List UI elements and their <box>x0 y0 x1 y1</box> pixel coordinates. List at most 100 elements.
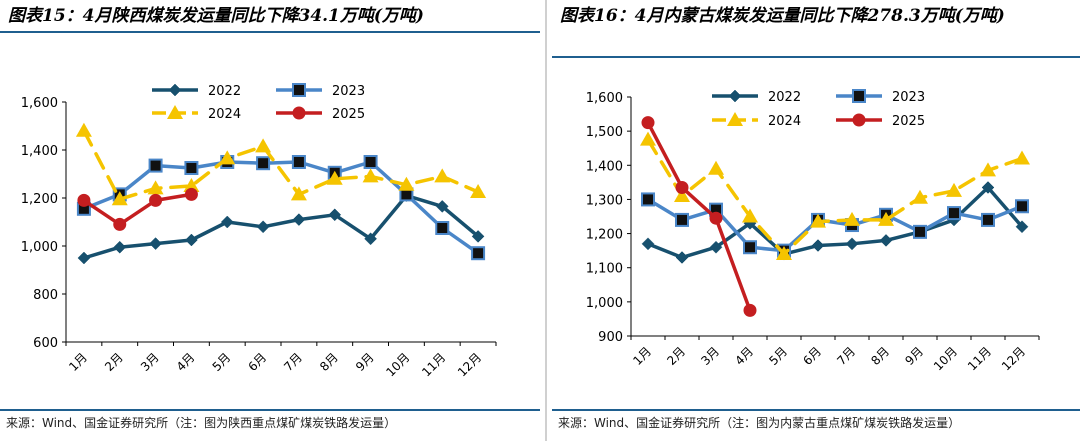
x-tick-label: 4月 <box>732 344 756 368</box>
x-tick-label: 12月 <box>999 344 1028 373</box>
source-rule-left <box>0 409 540 411</box>
data-point-2024 <box>362 168 379 183</box>
x-tick-label: 6月 <box>245 350 269 374</box>
data-point-2022 <box>845 237 859 251</box>
data-point-2024 <box>708 160 724 175</box>
legend-marker-2022 <box>168 83 182 97</box>
legend-marker-2023 <box>852 89 866 103</box>
data-point-2022 <box>256 220 270 234</box>
data-point-2023 <box>148 158 163 173</box>
legend-label-2023: 2023 <box>332 84 365 99</box>
x-tick-label: 3月 <box>698 344 722 368</box>
x-tick-label: 7月 <box>834 344 858 368</box>
title-rule-left <box>0 31 540 33</box>
data-point-2023 <box>981 212 995 227</box>
data-point-2023 <box>471 246 486 261</box>
y-tick-label: 1,200 <box>586 228 623 243</box>
data-point-2022 <box>364 232 377 246</box>
data-point-2022 <box>879 234 893 247</box>
data-point-2023 <box>363 155 378 169</box>
legend-marker-2024 <box>167 105 183 119</box>
legend-marker-2023 <box>292 83 306 97</box>
series-line-2025 <box>82 192 194 227</box>
y-tick-label: 1,200 <box>21 192 58 207</box>
legend-label-2022: 2022 <box>768 90 801 105</box>
data-point-2024 <box>674 188 690 203</box>
data-point-2024 <box>183 178 200 192</box>
y-tick-label: 800 <box>33 288 58 303</box>
legend-label-2025: 2025 <box>332 107 365 122</box>
panel-divider <box>545 0 547 441</box>
data-point-2022 <box>811 239 825 252</box>
data-point-2023 <box>256 156 271 171</box>
x-tick-label: 5月 <box>766 344 790 368</box>
data-point-2022 <box>641 237 655 251</box>
data-point-2025 <box>149 193 163 207</box>
data-point-2022 <box>471 230 485 243</box>
x-tick-label: 7月 <box>281 350 305 374</box>
data-point-2023 <box>1015 199 1029 214</box>
data-point-2025 <box>184 187 198 201</box>
x-tick-label: 6月 <box>800 344 824 368</box>
x-tick-label: 9月 <box>902 344 926 368</box>
data-point-2023 <box>641 192 655 207</box>
x-tick-label: 1月 <box>630 344 654 368</box>
x-tick-label: 9月 <box>353 350 377 374</box>
data-point-2022 <box>981 181 995 194</box>
y-tick-label: 1,400 <box>586 159 623 174</box>
data-point-2022 <box>435 200 449 213</box>
data-point-2024 <box>111 191 128 206</box>
x-tick-label: 3月 <box>138 350 162 374</box>
data-point-2023 <box>435 221 450 235</box>
data-point-2025 <box>77 193 91 207</box>
chart-source-left: 来源：Wind、国金证券研究所（注：图为陕西重点煤矿煤炭铁路发运量） <box>6 416 397 430</box>
y-tick-label: 1,000 <box>586 296 623 311</box>
source-rule-right <box>552 409 1080 411</box>
data-point-2024 <box>470 184 487 198</box>
y-tick-label: 1,400 <box>21 144 58 159</box>
y-tick-label: 1,600 <box>586 91 623 106</box>
title-rule-right <box>552 56 1080 58</box>
data-point-2022 <box>185 233 198 247</box>
y-tick-label: 1,000 <box>21 240 58 255</box>
x-tick-label: 1月 <box>66 350 90 374</box>
legend-label-2023: 2023 <box>892 90 925 105</box>
data-point-2022 <box>149 237 162 250</box>
x-tick-label: 10月 <box>383 350 412 379</box>
line-chart-right: 900 1,000 1,100 1,200 1,300 1,400 1,500 1,600 1月… <box>586 89 1040 373</box>
chart-source-right: 来源：Wind、国金证券研究所（注：图为内蒙古重点煤矿煤炭铁路发运量） <box>558 416 961 430</box>
data-point-2024 <box>980 162 996 177</box>
data-point-2025 <box>743 303 757 317</box>
x-tick-label: 5月 <box>210 350 234 374</box>
data-point-2024 <box>844 211 860 226</box>
x-tick-label: 2月 <box>664 344 688 368</box>
legend-marker-2025 <box>292 106 306 120</box>
legend-label-2024: 2024 <box>768 114 801 129</box>
legend-label-2022: 2022 <box>208 84 241 99</box>
data-point-2022 <box>1015 220 1029 234</box>
y-tick-label: 900 <box>598 330 623 345</box>
data-point-2024 <box>912 189 928 204</box>
y-tick-label: 1,500 <box>586 125 623 140</box>
data-point-2022 <box>675 251 689 264</box>
chart-title-left: 图表15：4月陕西煤炭发运量同比下降34.1万吨(万吨) <box>8 6 424 26</box>
data-point-2025 <box>709 211 723 225</box>
x-tick-label: 10月 <box>931 344 960 373</box>
x-tick-label: 11月 <box>965 344 994 373</box>
data-point-2024 <box>219 150 236 165</box>
legend-marker-2024 <box>727 112 743 126</box>
data-point-2024 <box>326 170 343 185</box>
x-tick-label: 12月 <box>455 350 484 379</box>
series-line-2024 <box>646 137 1024 256</box>
y-tick-label: 1,100 <box>586 262 623 277</box>
data-point-2024 <box>75 122 92 137</box>
legend-label-2024: 2024 <box>208 107 241 122</box>
data-point-2023 <box>291 155 306 169</box>
x-tick-label: 11月 <box>419 350 448 379</box>
data-point-2024 <box>255 138 272 153</box>
legend-marker-2025 <box>852 113 866 127</box>
data-point-2024 <box>434 168 451 183</box>
data-point-2024 <box>742 208 758 223</box>
data-point-2025 <box>641 116 655 130</box>
data-point-2024 <box>640 131 656 146</box>
